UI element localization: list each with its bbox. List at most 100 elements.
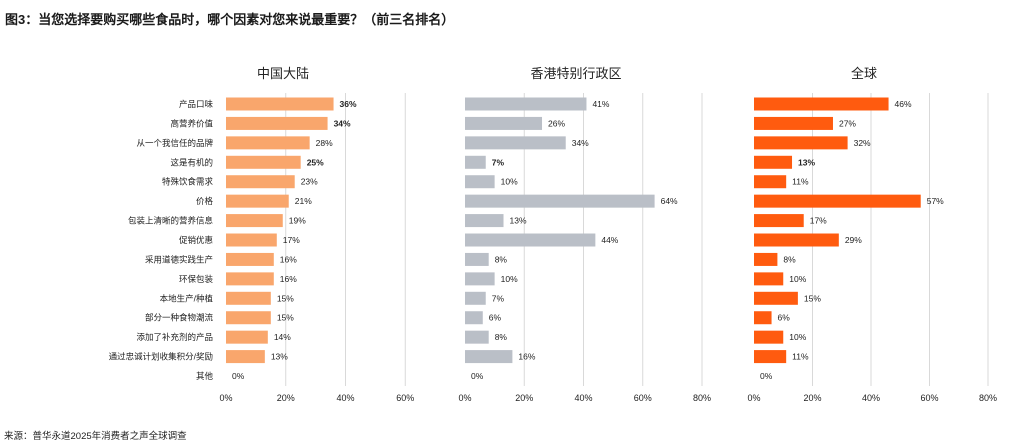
value-label: 7% xyxy=(492,157,505,167)
bar xyxy=(465,233,596,247)
tick-label: 40% xyxy=(862,393,880,403)
value-label: 21% xyxy=(295,196,312,206)
value-label: 64% xyxy=(661,196,678,206)
bar xyxy=(226,175,295,189)
value-label: 17% xyxy=(810,216,827,226)
value-label: 25% xyxy=(307,157,324,167)
bar xyxy=(465,311,483,325)
value-label: 36% xyxy=(340,99,357,109)
category-label: 本地生产/种植 xyxy=(160,293,214,303)
source-note: 来源：普华永道2025年消费者之声全球调查 xyxy=(4,431,187,442)
tick-label: 20% xyxy=(515,393,533,403)
value-label: 19% xyxy=(289,216,306,226)
bar xyxy=(465,194,655,208)
value-label: 13% xyxy=(798,157,815,167)
value-label: 16% xyxy=(280,274,297,284)
value-label: 13% xyxy=(271,352,288,362)
value-label: 57% xyxy=(927,196,944,206)
value-label: 15% xyxy=(277,313,294,323)
category-label: 环保包装 xyxy=(179,274,214,284)
value-label: 13% xyxy=(510,216,527,226)
value-label: 11% xyxy=(792,352,809,362)
value-label: 14% xyxy=(274,332,291,342)
tick-label: 60% xyxy=(396,393,414,403)
category-label: 部分一种食物潮流 xyxy=(145,313,214,323)
value-label: 32% xyxy=(854,138,871,148)
value-label: 6% xyxy=(489,313,502,323)
bar xyxy=(226,136,310,150)
bar xyxy=(226,155,301,169)
value-label: 44% xyxy=(601,235,618,245)
bar xyxy=(465,291,486,305)
panel-title: 全球 xyxy=(851,66,877,81)
bar xyxy=(754,311,772,325)
value-label: 34% xyxy=(334,118,351,128)
bar xyxy=(465,175,495,189)
tick-label: 0% xyxy=(458,393,471,403)
category-label: 其他 xyxy=(196,371,214,381)
value-label: 8% xyxy=(783,254,796,264)
value-label: 29% xyxy=(845,235,862,245)
tick-label: 0% xyxy=(219,393,232,403)
value-label: 27% xyxy=(839,118,856,128)
bar xyxy=(754,155,793,169)
bar xyxy=(226,350,265,364)
tick-label: 40% xyxy=(336,393,354,403)
bar xyxy=(465,330,489,344)
bar xyxy=(465,97,587,111)
category-label: 包装上清晰的营养信息 xyxy=(128,216,214,226)
bar xyxy=(754,116,833,130)
value-label: 16% xyxy=(280,254,297,264)
value-label: 0% xyxy=(760,371,773,381)
value-label: 6% xyxy=(778,313,791,323)
value-label: 16% xyxy=(518,352,535,362)
bar xyxy=(754,175,787,189)
value-label: 8% xyxy=(495,332,508,342)
value-label: 15% xyxy=(277,293,294,303)
category-label: 促销优惠 xyxy=(179,235,213,245)
tick-label: 20% xyxy=(277,393,295,403)
value-label: 26% xyxy=(548,118,565,128)
panel-title: 香港特别行政区 xyxy=(530,66,621,81)
bar xyxy=(465,155,486,169)
bar xyxy=(226,97,334,111)
bar xyxy=(754,214,804,228)
bar xyxy=(465,136,566,150)
bar xyxy=(226,272,274,286)
bar xyxy=(754,291,798,305)
tick-label: 60% xyxy=(920,393,938,403)
panel-title: 中国大陆 xyxy=(257,66,309,81)
tick-label: 0% xyxy=(747,393,760,403)
bar xyxy=(754,233,839,247)
bar xyxy=(754,272,784,286)
bar xyxy=(754,330,784,344)
value-label: 15% xyxy=(804,293,821,303)
tick-label: 80% xyxy=(693,393,711,403)
bar xyxy=(226,214,283,228)
category-label: 从一个我信任的品牌 xyxy=(136,138,213,148)
bar xyxy=(226,116,328,130)
bar xyxy=(754,350,787,364)
value-label: 11% xyxy=(792,177,809,187)
value-label: 7% xyxy=(492,293,505,303)
value-label: 34% xyxy=(572,138,589,148)
bar xyxy=(226,194,289,208)
value-label: 8% xyxy=(495,254,508,264)
value-label: 46% xyxy=(895,99,912,109)
value-label: 10% xyxy=(789,274,806,284)
bar xyxy=(226,330,268,344)
bar xyxy=(226,311,271,325)
bar xyxy=(465,214,504,228)
bar xyxy=(465,272,495,286)
value-label: 28% xyxy=(316,138,333,148)
value-label: 10% xyxy=(501,274,518,284)
value-label: 10% xyxy=(789,332,806,342)
bar xyxy=(754,136,848,150)
category-label: 产品口味 xyxy=(179,99,214,109)
value-label: 0% xyxy=(471,371,484,381)
category-label: 添加了补充剂的产品 xyxy=(136,332,213,342)
value-label: 0% xyxy=(232,371,245,381)
value-label: 10% xyxy=(501,177,518,187)
category-label: 特殊饮食需求 xyxy=(162,177,214,187)
